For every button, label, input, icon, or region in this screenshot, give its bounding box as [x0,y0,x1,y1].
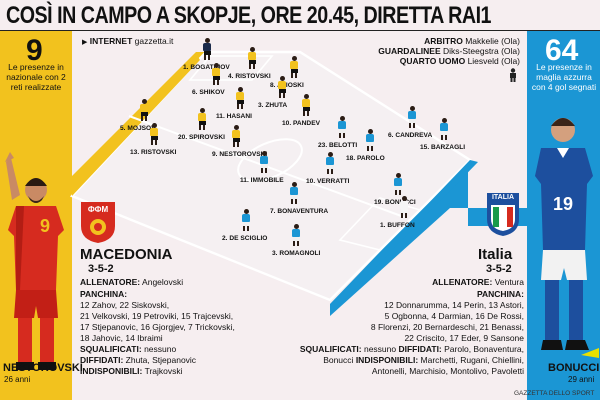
right-stat-number: 64 [545,34,579,67]
internet-label: INTERNET [89,36,133,46]
italia-formation: 3-5-2 [486,263,512,275]
macedonia-player-label: 5. MOJSOV [120,125,156,132]
italia-player-label: 2. DE SCIGLIO [222,235,268,242]
macedonia-player-figure [203,38,211,60]
macedonia-player-label: 6. SHIKOV [192,89,225,96]
italia-player-figure [394,173,402,195]
svg-text:19: 19 [553,194,573,214]
macedonia-suspended: SQUALIFICATI: nessuno [80,344,177,354]
macedonia-player-label: 8. ALIOSKI [270,82,304,89]
left-captain-name: NESTOROVSKI [3,362,83,374]
macedonia-player-figure [278,76,286,98]
left-captain-age: 26 anni [4,375,31,384]
macedonia-unavailable: INDISPONIBILI: Trajkovski [80,366,183,376]
italia-player-figure [408,106,416,128]
macedonia-player-figure [290,56,298,78]
italia-bench-label: PANCHINA: [476,289,524,299]
right-captain-name: BONUCCI [548,362,600,374]
bonucci-photo: 19 [535,118,599,358]
italia-player-label: 10. VERRATTI [306,178,350,185]
pitch-surface [72,52,470,300]
macedonia-player-label: 4. RISTOVSKI [228,73,271,80]
macedonia-player-label: 3. ZHUTA [258,102,288,109]
italia-player-figure [366,129,374,151]
italia-suspended-doubtful: SQUALIFICATI: nessuno DIFFIDATI: Parolo,… [299,344,524,354]
official-linesmen: GUARDALINEE Diks-Steegstra (Ola) [378,46,520,56]
macedonia-player-figure [212,63,220,85]
headline: COSÌ IN CAMPO A SKOPJE, ORE 20.45, DIRET… [6,2,492,29]
italia-coach: ALLENATORE: Ventura [432,277,524,287]
italia-name: Italia [478,246,513,263]
macedonia-player-label: 11. HASANI [216,113,252,120]
italia-player-figure [400,196,408,218]
macedonia-player-figure [236,87,244,109]
italia-bench-line-3: 8 Florenzi, 20 Bernardeschi, 21 Benassi, [370,322,524,332]
svg-text:9: 9 [40,216,50,236]
macedonia-crest: ФФМ [79,200,117,244]
internet-line: ▶ INTERNET gazzetta.it [82,36,173,48]
right-captain-age: 29 anni [568,375,595,384]
macedonia-player-figure [302,94,310,116]
bottom-penalty-area [338,197,422,251]
italia-player-figure [440,118,448,140]
macedonia-player-figure [150,123,158,145]
macedonia-player-figure [232,125,240,147]
credit: GAZZETTA DELLO SPORT [514,390,595,397]
macedonia-bench-line-2: 21 Velkovski, 19 Petroviki, 15 Trajcevsk… [80,311,234,321]
official-fourth: QUARTO UOMO Liesveld (Ola) [399,56,520,66]
macedonia-coach: ALLENATORE: Angelovski [80,277,184,287]
italia-player-label: 7. BONAVENTURA [270,208,329,215]
macedonia-crest-text: ФФМ [87,205,109,214]
official-referee: ARBITRO Makkelie (Ola) [424,36,520,46]
italia-doubtful-unavailable: Bonucci INDISPONIBILI: Marchetti, Rugani… [323,355,524,365]
macedonia-player-label: 1. BOGATINOV [183,64,230,71]
macedonia-player-label: 20. SPIROVSKI [178,134,225,141]
macedonia-player-label: 9. NESTOROVSKI [212,151,268,158]
left-stat-text: Le presenze in nazionale con 2 reti real… [6,62,66,92]
italia-crest: ITALIA [485,191,521,237]
headline-rule [0,30,600,31]
macedonia-bench-line-4: 18 Jahovic, 14 Ibraimi [80,333,163,343]
macedonia-formation: 3-5-2 [88,263,114,275]
italia-player-figure [326,152,334,174]
macedonia-player-figure [198,108,206,130]
italia-bench-line-1: 12 Donnarumma, 14 Perin, 13 Astori, [384,300,524,310]
italia-player-figure [290,182,298,204]
italia-player-label: 3. ROMAGNOLI [272,250,321,257]
centre-circle [237,138,303,182]
left-stat-number: 9 [26,34,43,67]
italia-player-label: 1. BUFFON [380,222,415,229]
right-stat-text: Le presenze in maglia azzurra con 4 gol … [531,62,597,92]
italia-player-figure [260,151,268,173]
italia-bench-line-4: 22 Criscito, 17 Eder, 9 Sansone [404,333,524,343]
italia-player-label: 15. BARZAGLI [420,144,466,151]
macedonia-player-label: 13. RISTOVSKI [130,149,177,156]
macedonia-player-figure [248,47,256,69]
macedonia-name: MACEDONIA [80,246,173,263]
macedonia-bench-line-3: 17 Stjepanovic, 16 Gjorgjev, 7 Trickovsk… [80,322,235,332]
internet-arrow: ▶ [82,39,88,46]
macedonia-bench-label: PANCHINA: [80,289,128,299]
italia-unavailable-line-2: Antonelli, Marchisio, Montolivo, Pavolet… [371,366,524,376]
macedonia-player-figure [140,99,148,121]
italia-player-label: 6. CANDREVA [388,132,433,139]
italia-player-figure [338,116,346,138]
internet-site[interactable]: gazzetta.it [134,36,174,46]
referee-icon [510,68,516,82]
italia-player-figure [292,224,300,246]
italia-player-label: 19. BONUCCI [374,199,416,206]
macedonia-bench-line-1: 12 Zahov, 22 Siskovski, [80,300,170,310]
italia-crest-text: ITALIA [491,194,515,201]
italia-bench-line-2: 5 Ogbonna, 4 Darmian, 16 De Rossi, [384,311,524,321]
italia-player-figure [242,209,250,231]
macedonia-doubtful: DIFFIDATI: Zhuta, Stjepanovic [80,355,197,365]
italia-player-label: 11. IMMOBILE [240,177,284,184]
macedonia-player-label: 10. PANDEV [282,120,320,127]
italia-player-label: 23. BELOTTI [318,142,358,149]
nestorovski-photo: 9 [5,152,64,370]
italia-player-label: 18. PAROLO [346,155,385,162]
